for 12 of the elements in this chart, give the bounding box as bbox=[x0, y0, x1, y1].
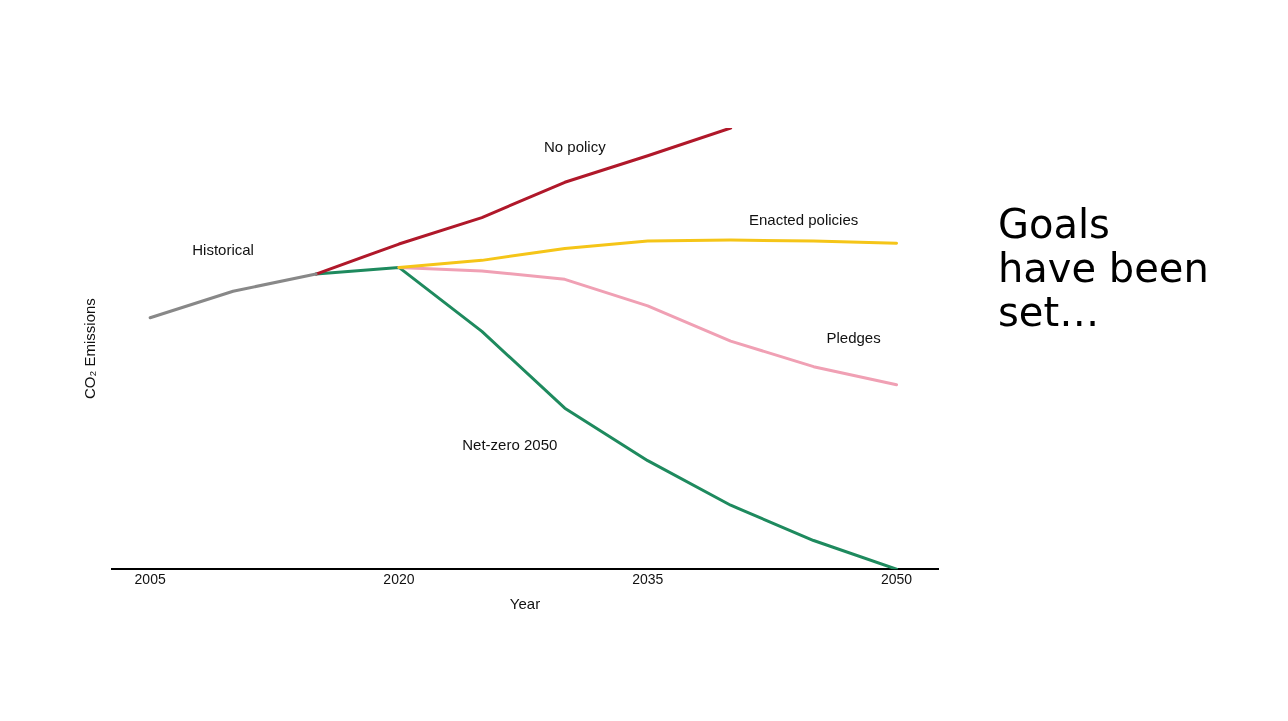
series-label: Historical bbox=[192, 241, 254, 259]
y-axis-title: CO₂ Emissions bbox=[81, 298, 99, 400]
series-label: Pledges bbox=[826, 328, 881, 346]
series-label: Net-zero 2050 bbox=[462, 436, 558, 454]
text: Goals have been set… bbox=[998, 201, 1210, 335]
x-axis-title: Year bbox=[509, 595, 541, 613]
x-tick-label: 2020 bbox=[383, 571, 415, 588]
series-label: Enacted policies bbox=[748, 211, 859, 229]
x-tick-label: 2050 bbox=[880, 571, 913, 588]
x-tick-label: 2035 bbox=[632, 571, 664, 588]
series-label: No policy bbox=[543, 138, 607, 156]
x-tick-label: 2005 bbox=[134, 571, 166, 588]
